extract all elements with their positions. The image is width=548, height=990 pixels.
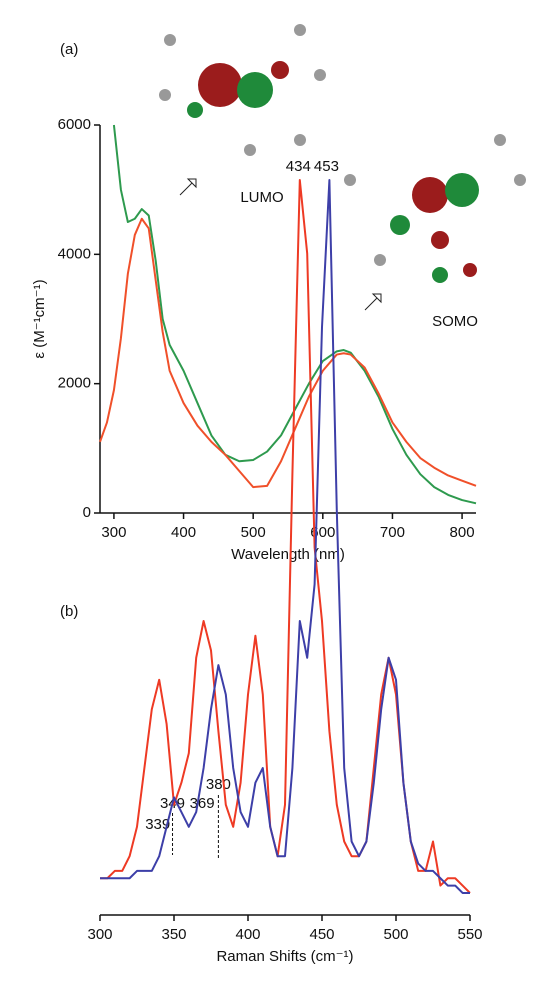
y-tick-label: 4000: [58, 245, 91, 262]
x-tick-label: 500: [241, 524, 266, 541]
x-tick-label: 800: [450, 524, 475, 541]
y-axis-label: ε (M⁻¹cm⁻¹): [31, 279, 48, 358]
figure: 3004005006007008000200040006000Wavelengt…: [0, 0, 548, 985]
x-tick-label: 300: [87, 926, 112, 943]
x-tick-label: 550: [457, 926, 482, 943]
x-axis-label: Raman Shifts (cm⁻¹): [216, 948, 353, 965]
x-tick-label: 300: [101, 524, 126, 541]
peak-label: 434: [286, 158, 311, 175]
peak-label: 369: [190, 795, 215, 812]
peak-label: 380: [206, 776, 231, 793]
x-tick-label: 700: [380, 524, 405, 541]
x-tick-label: 500: [383, 926, 408, 943]
y-tick-label: 2000: [58, 375, 91, 392]
y-tick-label: 0: [83, 504, 91, 521]
peak-label: 453: [314, 158, 339, 175]
y-tick-label: 6000: [58, 116, 91, 133]
x-tick-label: 400: [235, 926, 260, 943]
x-tick-label: 450: [309, 926, 334, 943]
annotation: LUMO: [240, 189, 283, 206]
x-axis-label: Wavelength (nm): [231, 546, 345, 563]
annotation: SOMO: [432, 313, 478, 330]
panel-label: (b): [60, 603, 78, 620]
x-tick-label: 350: [161, 926, 186, 943]
panel-label: (a): [60, 41, 78, 58]
somo-molecule: [344, 134, 526, 310]
x-tick-label: 400: [171, 524, 196, 541]
series-line: [100, 180, 470, 893]
